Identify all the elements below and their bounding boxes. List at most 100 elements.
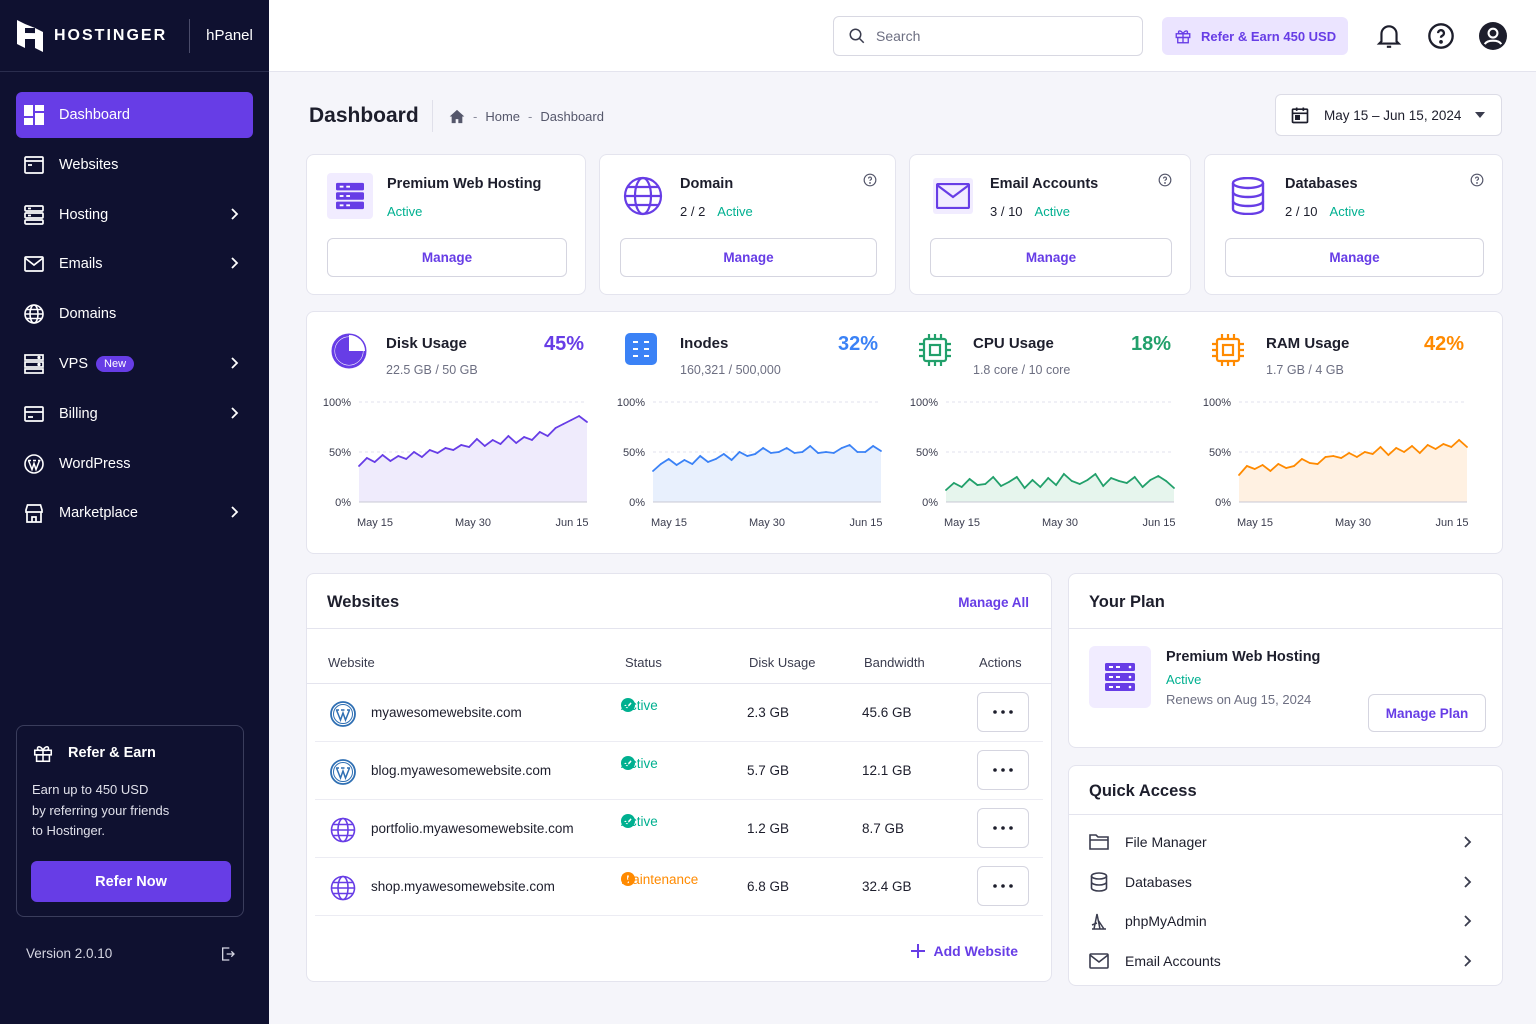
- sidebar-item-hosting[interactable]: Hosting: [16, 192, 253, 238]
- search-input[interactable]: Search: [833, 16, 1143, 56]
- table-row[interactable]: portfolio.myawesomewebsite.com Active 1.2 …: [315, 800, 1043, 858]
- check-circle-icon: [621, 814, 643, 828]
- warning-circle-icon: [621, 872, 643, 886]
- data-point: [1301, 458, 1303, 460]
- data-point: [738, 451, 741, 453]
- manage-plan-button[interactable]: Manage Plan: [1368, 694, 1486, 732]
- wordpress-icon: [330, 701, 356, 727]
- chevron-right-icon: [227, 505, 241, 519]
- x-tick-label: May 15: [944, 517, 980, 529]
- data-point: [468, 446, 470, 448]
- manage-databases-button[interactable]: Manage: [1225, 238, 1484, 277]
- sidebar-item-billing[interactable]: Billing: [16, 391, 253, 437]
- data-point: [746, 455, 749, 457]
- more-actions-button[interactable]: [977, 750, 1029, 790]
- data-point: [1324, 456, 1327, 458]
- data-point: [1015, 476, 1018, 478]
- y-tick-label: 0%: [1215, 497, 1231, 509]
- data-point: [1149, 479, 1152, 481]
- account-avatar-icon[interactable]: [1479, 22, 1507, 50]
- service-summary: Active: [387, 204, 422, 219]
- website-domain[interactable]: blog.myawesomewebsite.com: [371, 763, 552, 778]
- folder-icon: [1089, 833, 1109, 851]
- data-point: [1403, 451, 1405, 453]
- chevron-right-icon: [227, 356, 241, 370]
- data-point: [1238, 474, 1240, 476]
- browser-icon: [24, 155, 44, 175]
- data-point: [825, 451, 827, 453]
- quick-access-databases[interactable]: Databases: [1089, 866, 1482, 898]
- sidebar-item-wordpress[interactable]: WordPress: [16, 441, 253, 487]
- quick-access-phpmyadmin[interactable]: phpMyAdmin: [1089, 905, 1482, 937]
- service-title: Domain: [680, 176, 734, 192]
- data-point: [570, 419, 573, 421]
- help-icon[interactable]: [1158, 173, 1172, 187]
- data-point: [397, 455, 400, 457]
- data-point: [856, 451, 859, 453]
- chevron-right-icon: [227, 256, 241, 270]
- table-row[interactable]: shop.myawesomewebsite.com Maintenance 6.8 …: [315, 858, 1043, 916]
- help-icon[interactable]: [1470, 173, 1484, 187]
- mail-icon: [1089, 952, 1109, 969]
- data-point: [1395, 447, 1398, 449]
- status-label: Maintenance: [621, 871, 699, 887]
- more-actions-button[interactable]: [977, 866, 1029, 906]
- hostinger-logo-icon[interactable]: [16, 19, 44, 52]
- logout-icon[interactable]: [220, 946, 236, 962]
- service-count: 3 / 10: [990, 204, 1023, 219]
- quick-access-email-accounts[interactable]: Email Accounts: [1089, 945, 1482, 977]
- help-icon[interactable]: [863, 173, 877, 187]
- service-card-premium-web-hosting: Premium Web Hosting Active Manage: [306, 154, 586, 295]
- table-row[interactable]: myawesomewebsite.com Active 2.3 GB 45.6 GB: [315, 684, 1043, 742]
- help-icon[interactable]: [1427, 22, 1455, 50]
- sidebar-item-emails[interactable]: Emails: [16, 241, 253, 287]
- breadcrumb-home[interactable]: Home: [485, 108, 521, 124]
- website-domain[interactable]: myawesomewebsite.com: [371, 705, 522, 720]
- data-point: [683, 459, 686, 461]
- manage-all-link[interactable]: Manage All: [958, 595, 1029, 610]
- check-circle-icon: [621, 698, 643, 712]
- more-actions-button[interactable]: [977, 692, 1029, 732]
- manage-email-accounts-button[interactable]: Manage: [930, 238, 1172, 277]
- quick-access-label: File Manager: [1125, 834, 1207, 850]
- sidebar-item-domains[interactable]: Domains: [16, 291, 253, 337]
- home-icon[interactable]: [449, 109, 465, 124]
- quick-access-label: phpMyAdmin: [1125, 913, 1207, 929]
- data-point: [1165, 480, 1167, 482]
- data-point: [976, 484, 979, 486]
- data-point: [1285, 467, 1288, 469]
- refer-now-button[interactable]: Refer Now: [31, 861, 231, 902]
- sidebar-item-vps[interactable]: VPS New: [16, 341, 253, 387]
- data-point: [801, 451, 804, 453]
- refer-earn-button[interactable]: Refer & Earn 450 USD: [1162, 17, 1348, 55]
- bandwidth-value: 8.7 GB: [862, 821, 905, 836]
- manage-premium-web-hosting-button[interactable]: Manage: [327, 238, 567, 277]
- manage-domain-button[interactable]: Manage: [620, 238, 877, 277]
- gift-icon: [32, 742, 68, 764]
- metric-percent: 42%: [1423, 333, 1464, 355]
- chevron-right-icon: [227, 406, 241, 420]
- x-tick-label: Jun 15: [1435, 517, 1468, 529]
- service-summary: 2 / 10 Active: [1285, 204, 1365, 219]
- website-domain[interactable]: portfolio.myawesomewebsite.com: [371, 821, 574, 836]
- data-point: [652, 470, 654, 472]
- bell-icon[interactable]: [1376, 22, 1402, 50]
- date-range-picker[interactable]: May 15 – Jun 15, 2024: [1275, 94, 1502, 136]
- data-point: [483, 445, 486, 447]
- data-point: [366, 457, 368, 459]
- service-summary: 3 / 10 Active: [990, 204, 1070, 219]
- table-row[interactable]: blog.myawesomewebsite.com Active 5.7 GB 12.…: [315, 742, 1043, 800]
- sidebar-item-websites[interactable]: Websites: [16, 142, 253, 188]
- col-status: Status: [625, 655, 662, 670]
- server-icon: [24, 204, 44, 225]
- quick-access-file-manager[interactable]: File Manager: [1089, 826, 1482, 858]
- data-point: [1118, 480, 1120, 482]
- website-domain[interactable]: shop.myawesomewebsite.com: [371, 879, 555, 894]
- data-point: [1371, 453, 1374, 455]
- sidebar-item-marketplace[interactable]: Marketplace: [16, 490, 253, 536]
- chevron-right-icon: [227, 207, 241, 221]
- more-actions-button[interactable]: [977, 808, 1029, 848]
- add-website-button[interactable]: Add Website: [911, 943, 1018, 959]
- service-card-databases: Databases 2 / 10 Active Manage: [1204, 154, 1503, 295]
- sidebar-item-dashboard[interactable]: Dashboard: [16, 92, 253, 138]
